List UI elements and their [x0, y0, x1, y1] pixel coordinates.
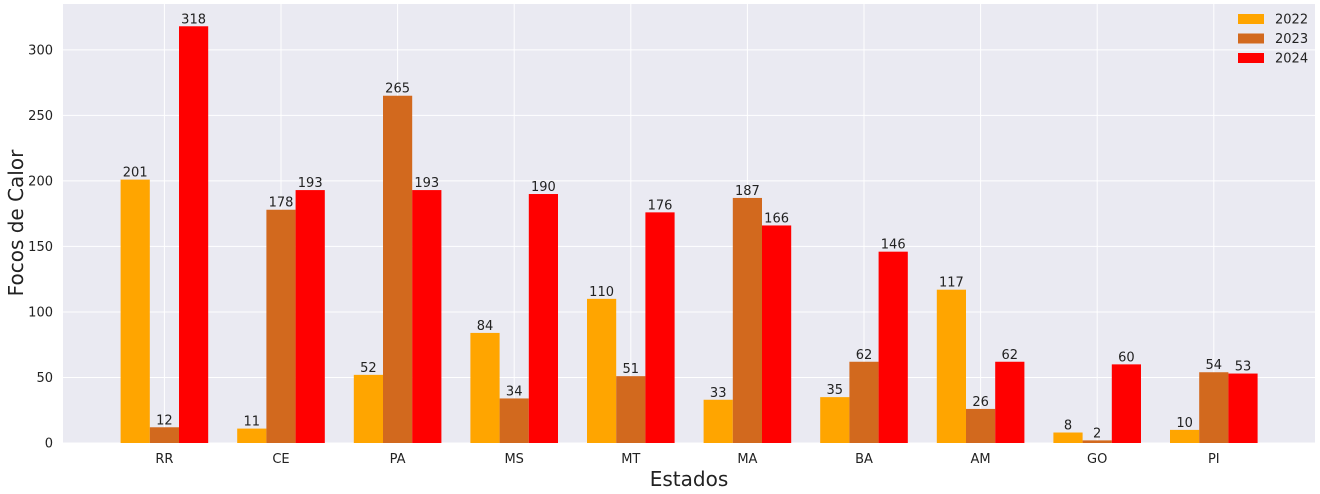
bar-2023-PI [1199, 372, 1229, 443]
data-label: 8 [1064, 419, 1072, 434]
legend-swatch [1238, 53, 1264, 63]
x-axis-label: Estados [650, 467, 729, 490]
legend-label: 2023 [1275, 32, 1308, 47]
y-tick-labels: 0 50 100 150 200 250 300 [28, 43, 53, 451]
data-label: 178 [269, 196, 294, 211]
y-tick-label: 150 [28, 240, 53, 255]
x-tick-label: BA [855, 452, 873, 467]
x-tick-label: PI [1208, 452, 1220, 467]
data-label: 193 [298, 176, 323, 191]
legend-label: 2022 [1275, 13, 1308, 28]
bar-2023-CE [266, 209, 296, 443]
bar-2024-PA [412, 190, 442, 443]
bar-2024-MS [528, 194, 558, 443]
bar-2022-GO [1053, 432, 1083, 443]
data-label: 318 [181, 12, 206, 27]
data-label: 52 [360, 361, 377, 376]
bars [120, 26, 1258, 443]
y-axis-label: Focos de Calor [4, 149, 28, 296]
x-tick-label: GO [1087, 452, 1107, 467]
bar-2022-MS [470, 332, 500, 443]
bar-2024-MA [762, 225, 792, 443]
data-label: 12 [156, 413, 173, 428]
bar-2024-CE [295, 190, 325, 443]
data-label: 33 [710, 386, 727, 401]
x-tick-label: MS [504, 452, 523, 467]
data-label: 26 [972, 395, 989, 410]
data-label: 2 [1093, 426, 1101, 441]
data-label: 190 [531, 180, 556, 195]
legend-label: 2024 [1275, 52, 1308, 67]
data-label: 110 [589, 285, 614, 300]
bar-2023-RR [149, 427, 179, 443]
x-tick-label: MT [621, 452, 640, 467]
x-tick-label: RR [155, 452, 173, 467]
bar-2023-AM [966, 408, 996, 443]
bar-2024-MT [645, 212, 675, 443]
data-label: 11 [244, 415, 261, 430]
legend: 2022 2023 2024 [1238, 13, 1308, 67]
data-label: 84 [477, 319, 494, 334]
data-label: 62 [856, 348, 873, 363]
bar-2024-AM [995, 361, 1025, 443]
data-label: 34 [506, 384, 523, 399]
data-label: 265 [385, 82, 410, 97]
data-label: 53 [1235, 360, 1252, 375]
data-label: 166 [764, 211, 789, 226]
bar-2024-BA [878, 251, 908, 443]
data-label: 60 [1118, 350, 1135, 365]
bar-2024-GO [1111, 364, 1141, 443]
bar-2023-PA [383, 95, 413, 443]
x-tick-label: MA [737, 452, 757, 467]
data-label: 146 [881, 238, 906, 253]
data-label: 10 [1176, 416, 1193, 431]
bar-2023-MS [499, 398, 529, 443]
y-tick-label: 0 [45, 437, 53, 452]
bar-2022-PA [353, 374, 383, 443]
data-label: 201 [123, 166, 148, 181]
bar-2022-PI [1170, 429, 1200, 443]
y-tick-label: 200 [28, 174, 53, 189]
data-label: 193 [414, 176, 439, 191]
x-tick-label: PA [390, 452, 406, 467]
x-tick-labels: RR CE PA MS MT MA BA AM GO PI [155, 452, 1219, 467]
data-label: 176 [648, 198, 673, 213]
bar-2022-BA [820, 397, 850, 443]
bar-2023-GO [1082, 440, 1112, 443]
bar-2023-BA [849, 361, 879, 443]
bar-2023-MA [732, 197, 762, 443]
bar-2022-CE [237, 428, 267, 443]
x-tick-label: CE [272, 452, 289, 467]
bar-2024-PI [1228, 373, 1258, 443]
data-label: 187 [735, 184, 760, 199]
bar-2022-AM [936, 289, 966, 443]
y-tick-label: 300 [28, 43, 53, 58]
data-labels: 201 11 52 84 110 33 35 117 8 10 12 178 265 34 51 187 62 2… [123, 12, 1251, 441]
data-label: 51 [623, 362, 640, 377]
y-tick-label: 100 [28, 305, 53, 320]
y-tick-label: 250 [28, 109, 53, 124]
bar-2023-MT [616, 376, 646, 443]
bar-2022-MT [587, 298, 617, 443]
bar-2022-RR [120, 179, 150, 443]
bar-2022-MA [703, 399, 733, 443]
data-label: 35 [827, 383, 844, 398]
data-label: 62 [1002, 348, 1019, 363]
data-label: 117 [939, 276, 964, 291]
legend-swatch [1238, 33, 1264, 44]
legend-swatch [1238, 14, 1264, 24]
x-tick-label: AM [971, 452, 991, 467]
bar-2024-RR [179, 26, 209, 443]
y-tick-label: 50 [36, 371, 53, 386]
data-label: 54 [1206, 358, 1223, 373]
